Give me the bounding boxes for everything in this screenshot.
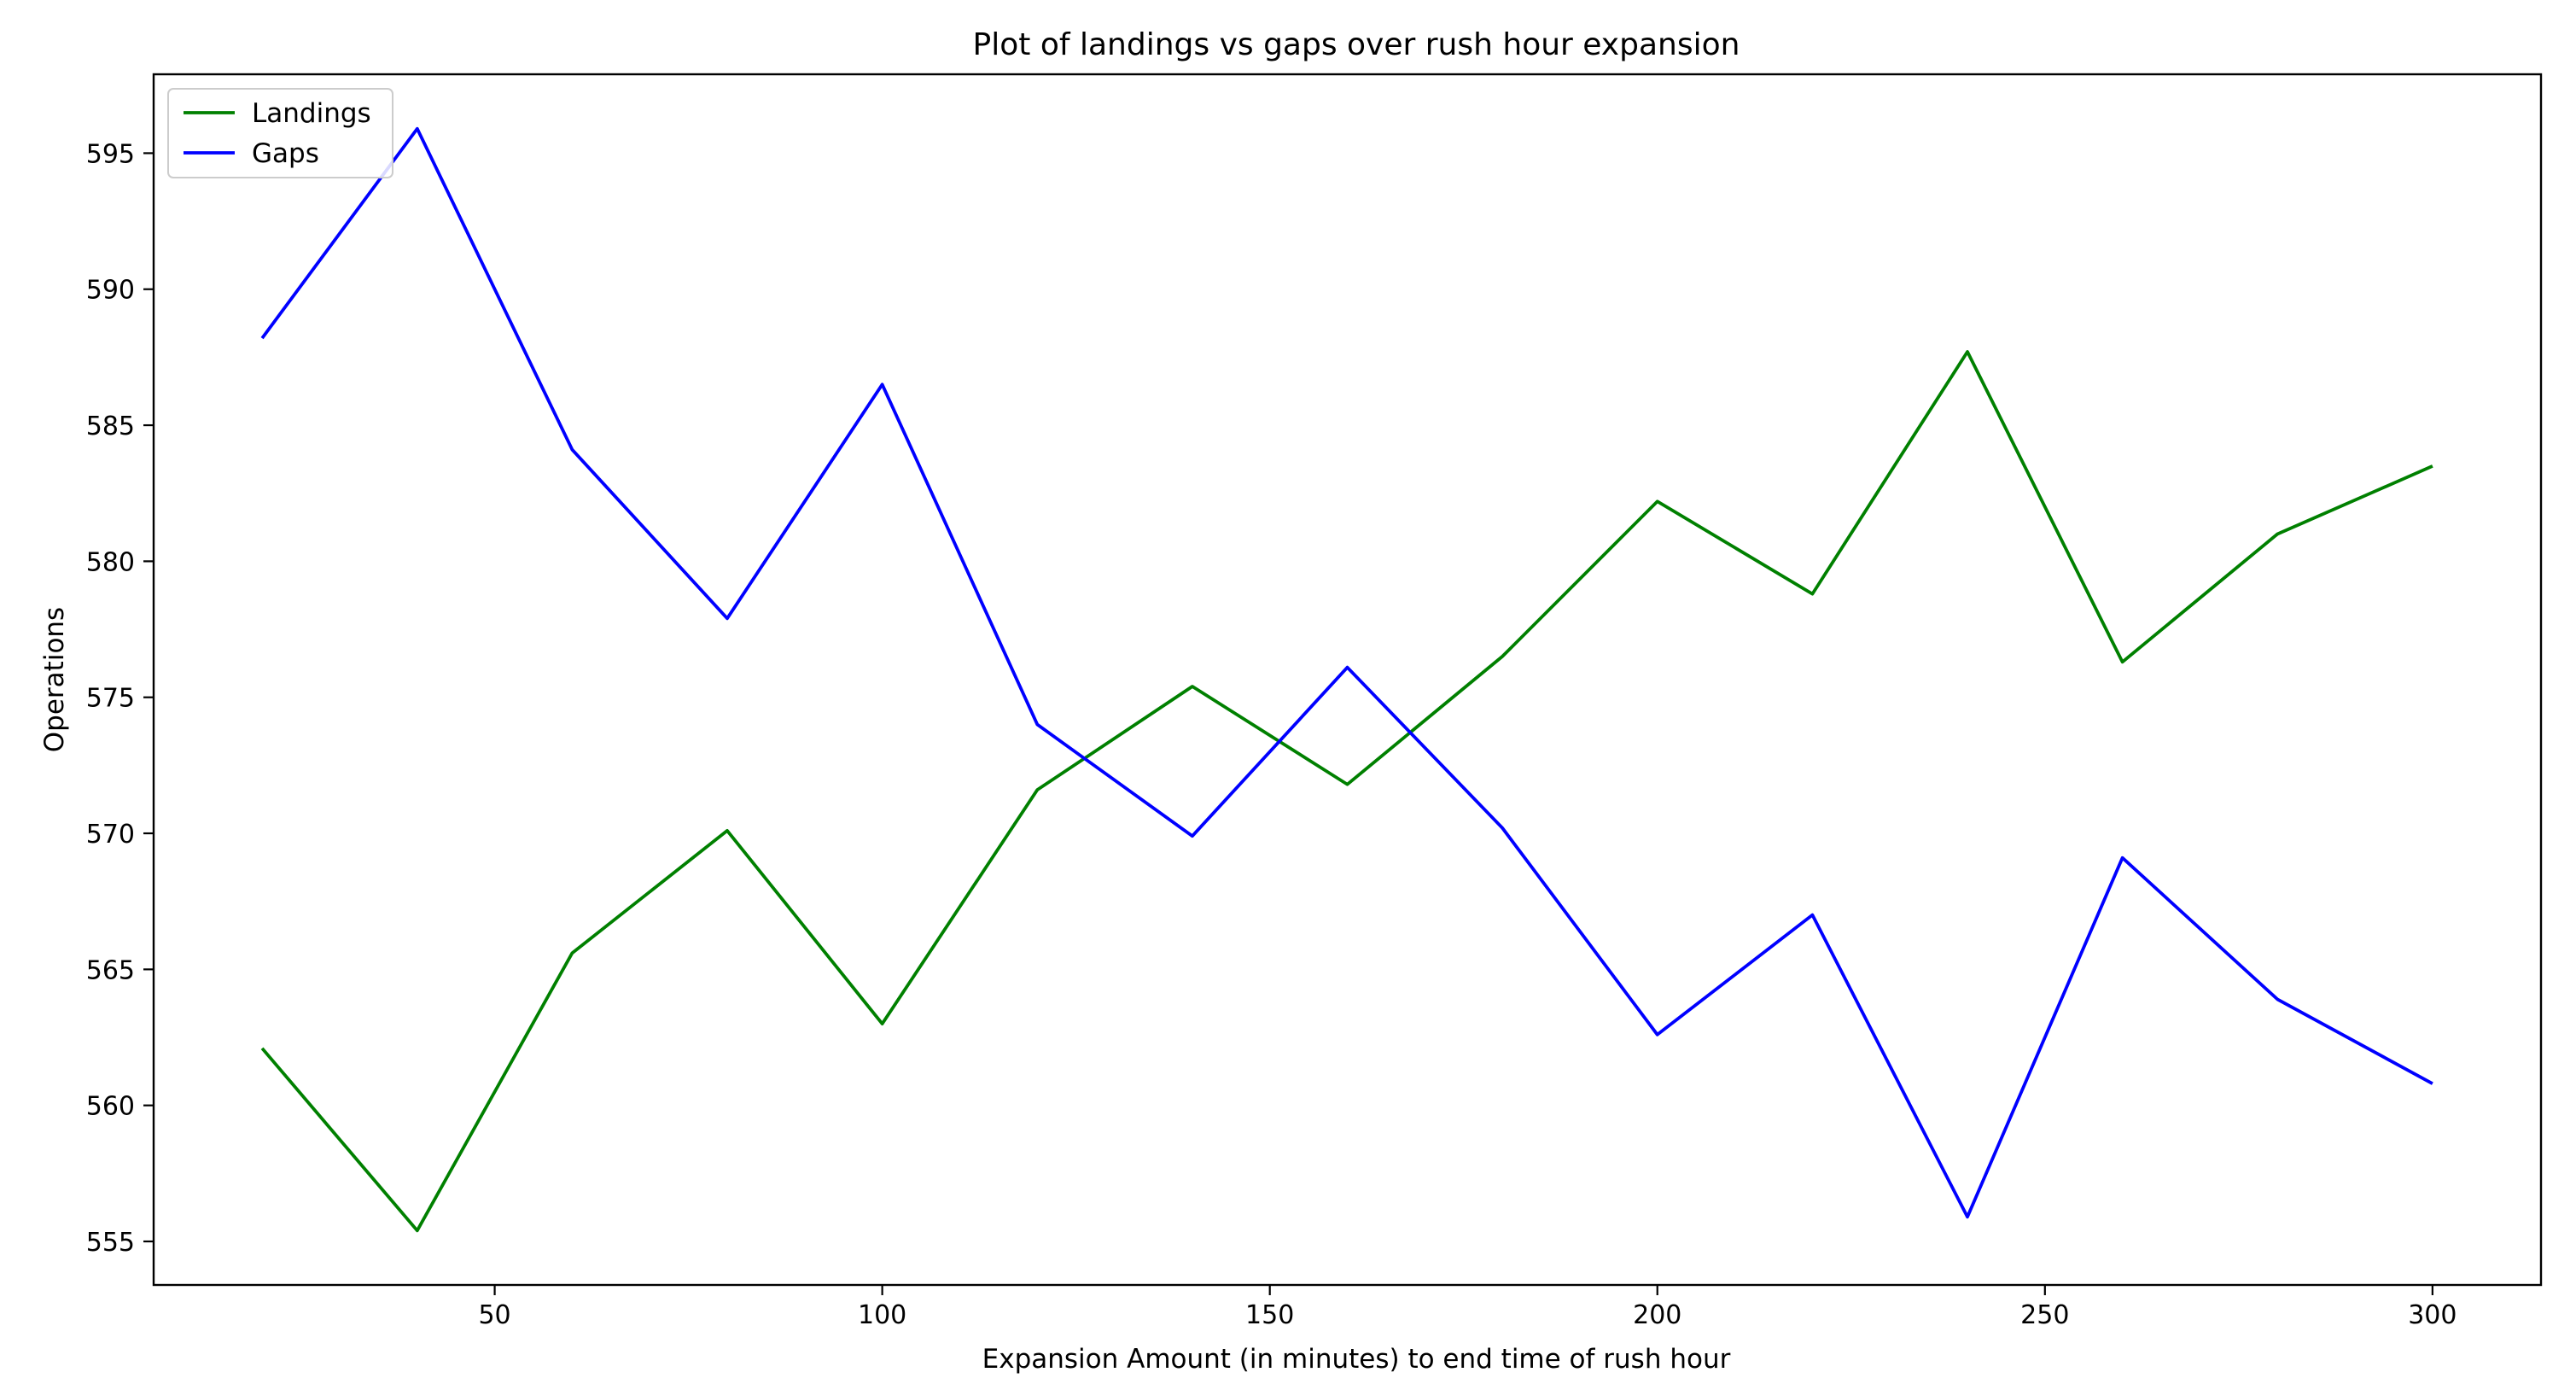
y-tick-label: 570 (86, 820, 135, 850)
x-tick-label: 250 (2020, 1300, 2069, 1330)
axes-frame (152, 73, 2543, 1287)
legend-label-gaps: Gaps (252, 138, 319, 169)
y-tick-label: 555 (86, 1228, 135, 1258)
legend-label-landings: Landings (252, 98, 371, 129)
y-tick-label: 580 (86, 547, 135, 577)
x-tick-label: 200 (1633, 1300, 1681, 1330)
y-tick-label: 575 (86, 684, 135, 714)
plot-area: 50 100 150 200 250 300 555 560 565 570 575 580 585 59… (86, 73, 2543, 1330)
x-tick-label: 50 (478, 1300, 510, 1330)
y-tick-label: 590 (86, 276, 135, 306)
series-line-landings (260, 350, 2433, 1233)
y-tick-label: 565 (86, 955, 135, 985)
y-axis-label: Operations (39, 607, 70, 752)
x-tick-label: 100 (858, 1300, 906, 1330)
y-tick-label: 585 (86, 412, 135, 441)
y-tick-label: 595 (86, 139, 135, 169)
y-tick-label: 560 (86, 1092, 135, 1122)
x-tick-label: 150 (1245, 1300, 1294, 1330)
x-tick-label: 300 (2408, 1300, 2457, 1330)
chart-title: Plot of landings vs gaps over rush hour … (973, 27, 1740, 62)
legend-box (167, 88, 393, 178)
x-axis-label: Expansion Amount (in minutes) to end tim… (982, 1344, 1731, 1375)
series-line-gaps (260, 126, 2433, 1219)
